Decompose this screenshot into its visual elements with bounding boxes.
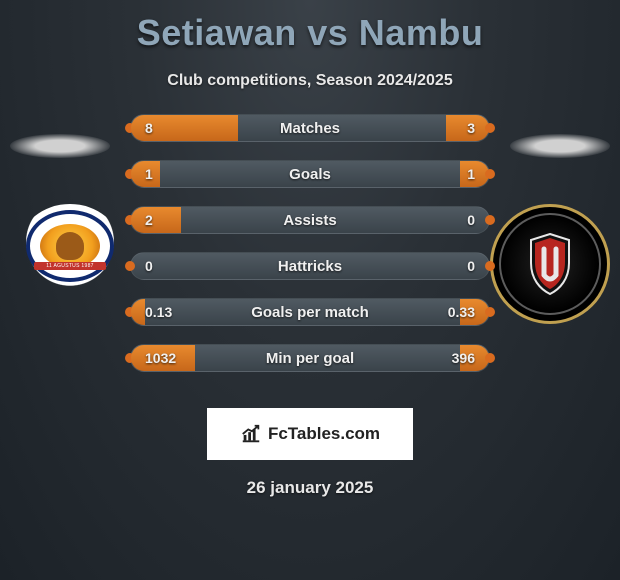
stat-row: 2Assists0 [130,206,490,234]
stat-label: Min per goal [131,345,489,371]
stat-label: Goals per match [131,299,489,325]
stat-row: 0Hattricks0 [130,252,490,280]
chart-growth-icon [240,423,262,445]
date-text: 26 january 2025 [0,478,620,498]
page-subtitle: Club competitions, Season 2024/2025 [0,72,620,90]
stat-row: 0.13Goals per match0.33 [130,298,490,326]
stat-label: Assists [131,207,489,233]
stat-value-right: 0.33 [448,299,475,325]
stat-row: 1Goals1 [130,160,490,188]
stat-row: 8Matches3 [130,114,490,142]
stat-label: Hattricks [131,253,489,279]
stat-value-right: 0 [467,207,475,233]
shield-icon [527,233,573,295]
brand-box[interactable]: FcTables.com [207,408,413,460]
stat-label: Matches [131,115,489,141]
stat-value-right: 1 [467,161,475,187]
club-logo-right [490,204,610,324]
stat-value-right: 396 [452,345,475,371]
comparison-area: 11 AGUSTUS 1987 8Matches3 1Goals1 2Assists… [0,114,620,404]
stat-rows: 8Matches31Goals12Assists00Hattricks00.13… [130,114,490,390]
stat-label: Goals [131,161,489,187]
stat-value-right: 0 [467,253,475,279]
shadow-right [510,134,610,158]
club-left-band-text: 11 AGUSTUS 1987 [34,262,106,270]
club-logo-left: 11 AGUSTUS 1987 [20,204,120,288]
stat-value-right: 3 [467,115,475,141]
page-title: Setiawan vs Nambu [0,0,620,54]
stat-row: 1032Min per goal396 [130,344,490,372]
brand-text: FcTables.com [268,424,380,444]
shadow-left [10,134,110,158]
